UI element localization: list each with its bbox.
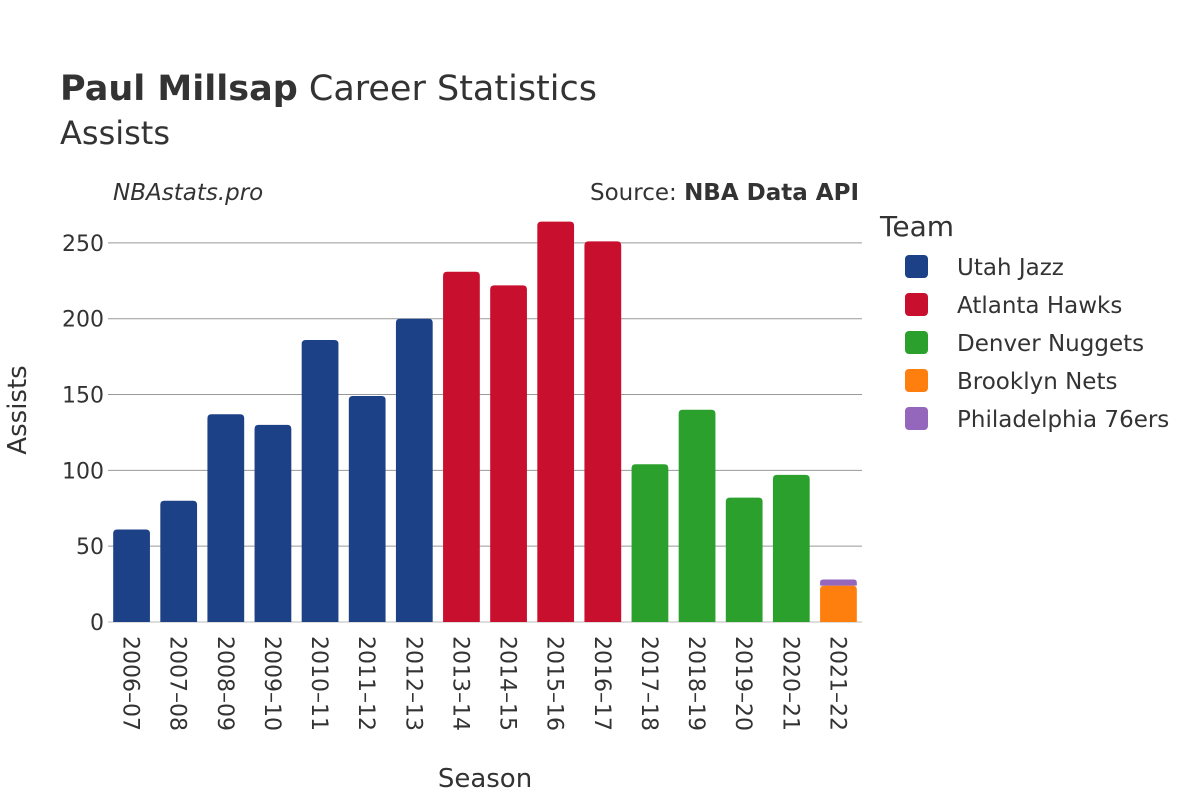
x-tick-label: 2014–15 [495,636,520,731]
bar-2013-14-atlanta-hawks [443,271,480,622]
bar-2011-12-utah-jazz [348,396,386,622]
bar-2007-08-utah-jazz [160,500,198,622]
y-tick-label: 150 [62,384,104,409]
legend-item-label: Philadelphia 76ers [957,407,1169,433]
x-tick-label: 2019–20 [730,636,755,731]
x-tick-label: 2017–18 [636,636,661,731]
y-tick-label: 200 [62,308,104,333]
bar-2018-19-denver-nuggets [678,409,716,622]
x-tick-label: 2009–10 [259,636,284,731]
bars [113,221,857,622]
chart-title: Paul Millsap Career Statistics [60,69,597,109]
bar-2021-22-brooklyn-nets [820,585,857,622]
y-tick-label: 0 [90,611,104,636]
bar-2020-21-denver-nuggets [772,474,810,622]
x-tick-label: 2013–14 [447,636,472,731]
legend-swatch [905,331,928,354]
x-tick-label: 2021–22 [824,636,849,731]
bar-2021-22-philadelphia-76ers [820,579,857,586]
y-tick-label: 50 [76,535,104,560]
bar-2014-15-atlanta-hawks [490,285,527,622]
bar-2009-10-utah-jazz [254,424,292,622]
x-tick-label: 2018–19 [683,636,708,731]
x-tick-label: 2020–21 [777,636,802,731]
legend-item-label: Denver Nuggets [957,331,1144,357]
bar-2006-07-utah-jazz [113,529,150,622]
legend-swatch [905,293,928,316]
legend-title: Team [879,210,954,243]
bar-2008-09-utah-jazz [207,414,245,622]
y-axis-label: Assists [3,365,33,454]
x-tick-label: 2010–11 [306,636,331,731]
legend-swatch [905,255,928,278]
bar-2012-13-utah-jazz [395,318,433,622]
watermark-text: NBAstats.pro [113,180,263,206]
y-tick-label: 100 [62,459,104,484]
legend-item-label: Atlanta Hawks [957,293,1122,319]
legend: Team Utah Jazz Atlanta Hawks Denver Nugget… [879,210,1169,433]
chart-title-rest: Career Statistics [298,69,597,109]
bar-2019-20-denver-nuggets [725,497,763,622]
bar-2010-11-utah-jazz [301,339,339,622]
x-tick-label: 2016–17 [589,636,614,731]
x-tick-label: 2008–09 [212,636,237,731]
x-tick-label: 2011–12 [353,636,378,731]
chart-title-player: Paul Millsap [60,69,298,109]
x-tick-label: 2007–08 [165,636,190,731]
source-name: NBA Data API [684,180,859,206]
bar-2015-16-atlanta-hawks [537,221,575,622]
legend-swatch [905,369,928,392]
bar-2017-18-denver-nuggets [631,464,669,622]
legend-item-label: Utah Jazz [957,255,1064,281]
x-axis-ticks: 2006–07 2007–08 2008–09 2009–10 2010–11 2011–… [118,636,850,731]
x-tick-label: 2006–07 [118,636,143,731]
x-axis-label: Season [438,764,532,794]
y-axis-ticks: 0 50 100 150 200 250 [62,232,104,636]
legend-swatch [905,407,928,430]
chart-subtitle: Assists [60,114,170,152]
source-prefix: Source: [590,180,684,206]
bar-2016-17-atlanta-hawks [584,241,622,622]
x-tick-label: 2012–13 [400,636,425,731]
y-tick-label: 250 [62,232,104,257]
x-tick-label: 2015–16 [542,636,567,731]
legend-item-label: Brooklyn Nets [957,369,1117,395]
source-credit: Source: NBA Data API [590,180,859,206]
